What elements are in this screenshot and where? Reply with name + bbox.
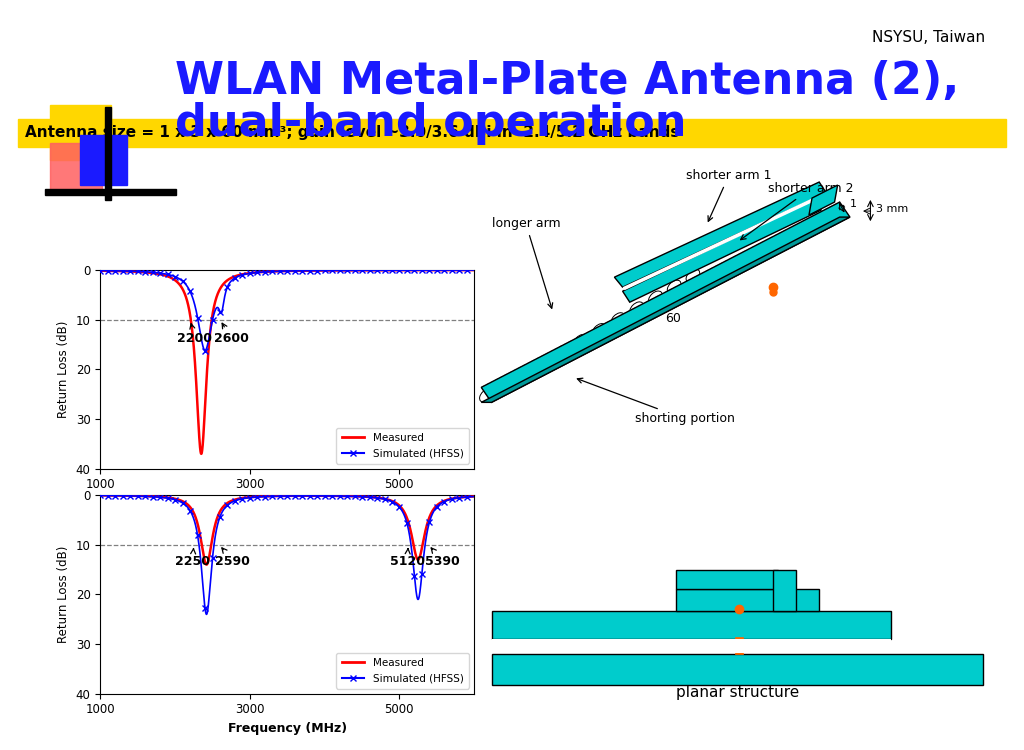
Text: 2250: 2250: [175, 548, 210, 568]
Bar: [18, 119, 1006, 147]
Polygon shape: [614, 182, 826, 287]
Bar: [80, 135, 127, 184]
Y-axis label: Return Loss (dB): Return Loss (dB): [57, 546, 71, 643]
Text: 5390: 5390: [425, 548, 460, 568]
Legend: Measured, Simulated (HFSS): Measured, Simulated (HFSS): [336, 653, 469, 688]
Text: shorter arm 2: shorter arm 2: [740, 182, 853, 240]
Bar: [492, 639, 891, 653]
Text: 2600: 2600: [214, 323, 249, 345]
Text: longer arm: longer arm: [492, 217, 560, 308]
Text: 3 mm: 3 mm: [876, 204, 907, 214]
Polygon shape: [481, 217, 850, 402]
Bar: [773, 570, 796, 610]
Text: 60: 60: [666, 312, 682, 326]
Text: 5120: 5120: [390, 548, 425, 568]
Bar: [492, 654, 983, 685]
Text: NSYSU, Taiwan: NSYSU, Taiwan: [871, 30, 985, 45]
Text: 2590: 2590: [215, 548, 250, 568]
Bar: [676, 570, 778, 589]
Text: 2200: 2200: [177, 324, 212, 345]
Text: 1: 1: [850, 199, 857, 209]
Text: WLAN Metal-Plate Antenna (2),: WLAN Metal-Plate Antenna (2),: [175, 60, 959, 103]
Text: Antenna size = 1 x 3 x 60 mm³; gain level ~3.0/3.6 dBi in  2.4/5.2 GHz bands: Antenna size = 1 x 3 x 60 mm³; gain leve…: [25, 125, 679, 140]
Text: planar structure: planar structure: [676, 685, 799, 700]
Legend: Measured, Simulated (HFSS): Measured, Simulated (HFSS): [336, 428, 469, 464]
Bar: [105, 106, 111, 200]
Polygon shape: [481, 202, 850, 402]
Bar: [676, 589, 819, 610]
Bar: [50, 105, 111, 160]
Text: shorter arm 1: shorter arm 1: [686, 169, 771, 221]
Text: shorting portion: shorting portion: [578, 378, 735, 425]
Y-axis label: Return Loss (dB): Return Loss (dB): [57, 321, 71, 418]
Polygon shape: [809, 185, 838, 215]
Polygon shape: [623, 199, 821, 302]
X-axis label: Frequency (MHz): Frequency (MHz): [227, 722, 347, 735]
Polygon shape: [623, 195, 821, 290]
Bar: [45, 189, 176, 195]
Text: dual-band operation: dual-band operation: [175, 102, 686, 145]
Bar: [50, 143, 102, 190]
Bar: [735, 638, 743, 654]
Bar: [492, 610, 891, 639]
